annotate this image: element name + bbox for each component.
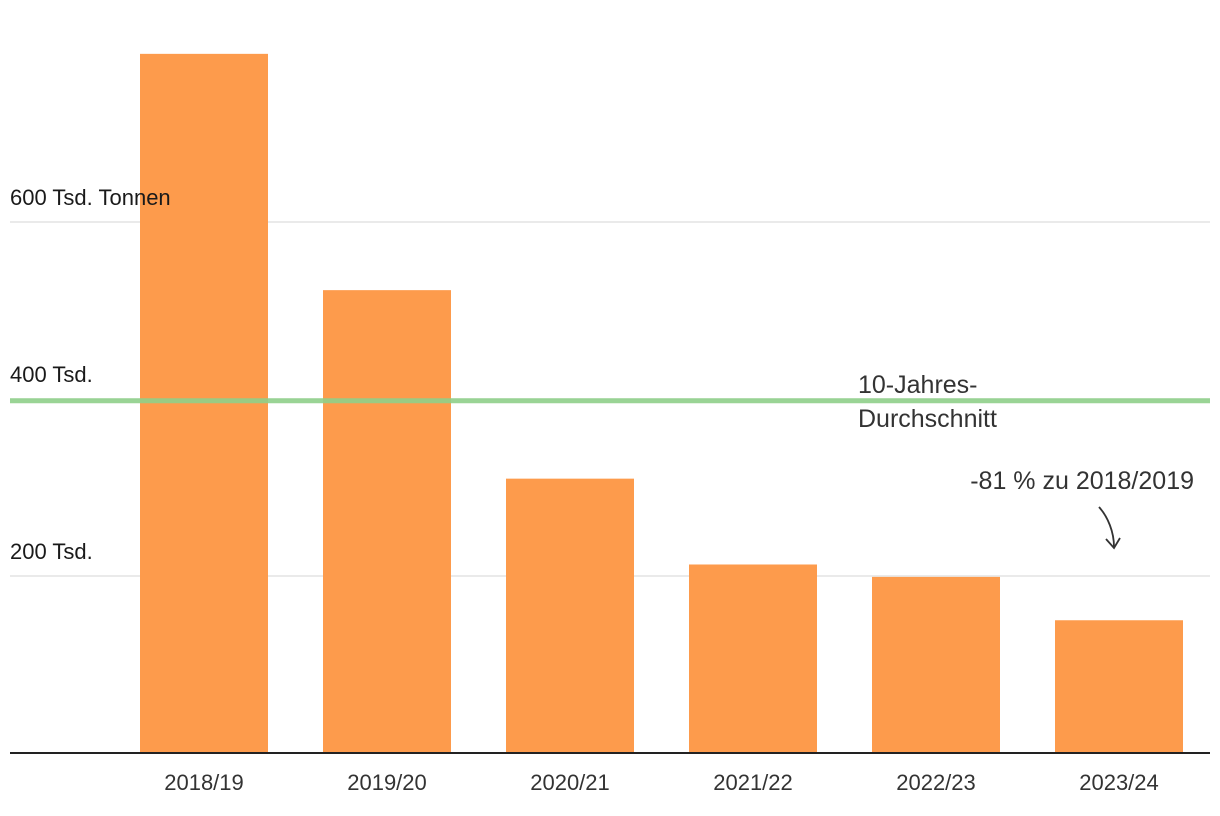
y-tick-label: 200 Tsd. (10, 539, 93, 564)
reference-line-label-2: Durchschnitt (858, 405, 997, 433)
reference-line-label-1: 10-Jahres- (858, 371, 978, 399)
bar (1055, 620, 1183, 753)
bar (140, 53, 268, 754)
category-label: 2023/24 (1079, 770, 1159, 795)
category-label: 2021/22 (713, 770, 793, 795)
annotation-arrowhead-icon (1105, 537, 1121, 550)
bar (323, 290, 451, 753)
y-tick-label: 600 Tsd. Tonnen (10, 185, 171, 210)
y-tick-label: 400 Tsd. (10, 362, 93, 387)
annotation-arrow-icon (1098, 506, 1115, 548)
bar (689, 564, 817, 753)
category-label: 2020/21 (530, 770, 610, 795)
category-label: 2018/19 (164, 770, 244, 795)
bar (872, 576, 1000, 753)
bar (506, 478, 634, 753)
category-label: 2019/20 (347, 770, 427, 795)
bars (140, 53, 1183, 754)
tick-labels: 2018/19 2019/20 2020/21 2021/22 2022/23 2023/… (10, 185, 1159, 795)
category-label: 2022/23 (896, 770, 976, 795)
change-annotation: -81 % zu 2018/2019 (970, 467, 1194, 495)
